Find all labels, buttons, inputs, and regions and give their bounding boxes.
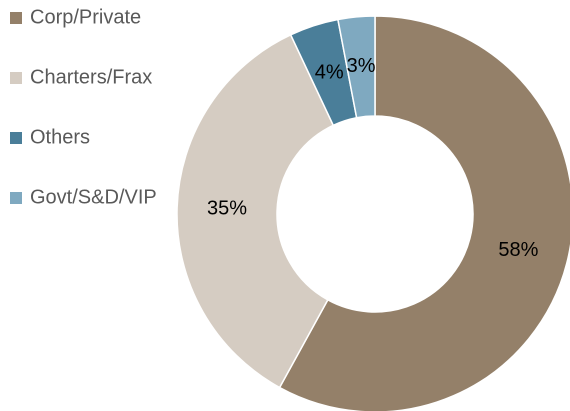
data-label: 4% (315, 62, 344, 84)
legend-swatch (10, 192, 22, 204)
donut-slice (278, 15, 570, 411)
data-label: 3% (347, 55, 376, 77)
legend-label: Corp/Private (30, 6, 141, 28)
legend-swatch (10, 132, 22, 144)
legend-label: Charters/Frax (30, 66, 152, 88)
legend-swatch (10, 12, 22, 24)
data-label: 35% (207, 198, 247, 220)
data-label: 58% (498, 239, 538, 261)
legend-label: Others (30, 126, 90, 148)
donut-slice (176, 33, 335, 389)
legend-label: Govt/S&D/VIP (30, 186, 157, 208)
donut-slice (337, 15, 376, 119)
legend-swatch (10, 72, 22, 84)
